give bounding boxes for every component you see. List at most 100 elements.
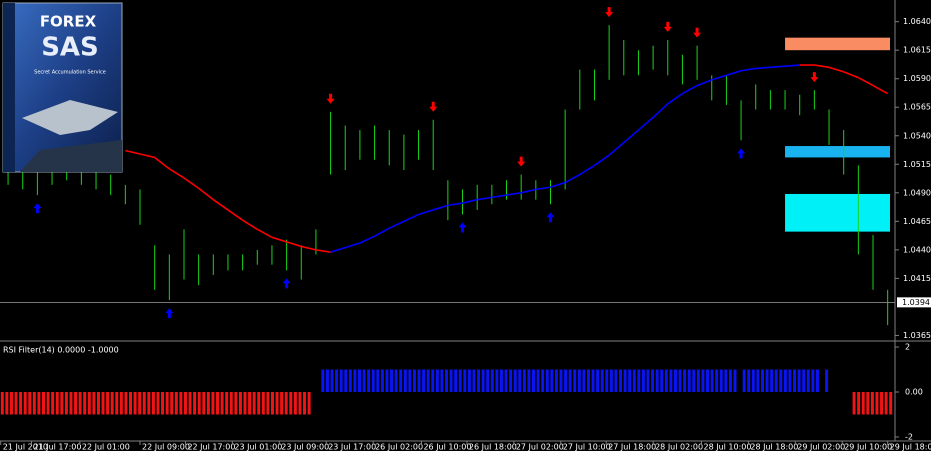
indicator-bar <box>46 392 50 415</box>
indicator-bar <box>0 392 4 415</box>
indicator-bar <box>431 369 435 392</box>
ma-segment <box>520 188 537 194</box>
indicator-bar <box>110 392 114 415</box>
indicator-bar <box>806 369 810 392</box>
indicator-bar <box>788 369 792 392</box>
indicator-bar <box>710 369 714 392</box>
buy-arrow <box>282 278 291 289</box>
indicator-bar <box>724 369 728 392</box>
indicator-bar <box>275 392 279 415</box>
product-image: FOREX SAS Secret Accumulation Service <box>2 2 123 173</box>
indicator-bar <box>527 369 531 392</box>
indicator-bar <box>266 392 270 415</box>
ma-segment <box>550 181 566 188</box>
indicator-bar <box>632 369 636 392</box>
indicator-bar <box>170 392 174 415</box>
indicator-bar <box>156 392 160 415</box>
ma-segment <box>388 220 405 229</box>
indicator-bar <box>330 369 334 392</box>
ma-segment <box>535 186 551 191</box>
indicator-bar <box>664 369 668 392</box>
y-tick-label: 1.0490 <box>903 188 931 197</box>
ma-segment <box>637 116 654 131</box>
ma-segment <box>301 245 317 251</box>
ma-segment <box>462 198 478 204</box>
indicator-bar <box>348 369 352 392</box>
indicator-bar <box>586 369 590 392</box>
buy-arrow <box>737 148 746 159</box>
indicator-bar <box>779 369 783 392</box>
x-tick-label: 29 Jul 18:00 <box>890 443 931 451</box>
jet-shape <box>22 100 118 135</box>
indicator-bar <box>554 369 558 392</box>
y-tick-label: 1.0565 <box>903 103 931 112</box>
x-tick-label: 28 Jul 10:00 <box>703 443 751 451</box>
indicator-bar <box>234 392 238 415</box>
ma-segment <box>477 196 492 201</box>
ma-segment <box>726 69 742 77</box>
indicator-bar <box>238 392 242 415</box>
indicator-bar <box>536 369 540 392</box>
indicator-bar <box>133 392 137 415</box>
ma-segment <box>872 84 889 95</box>
ma-segment <box>447 202 463 207</box>
y-tick-label: 1.0440 <box>903 245 931 254</box>
indicator-bar <box>325 369 329 392</box>
indicator-bar <box>706 369 710 392</box>
indicator-bar <box>303 392 307 415</box>
ma-segment <box>506 192 522 196</box>
sell-arrow <box>663 21 672 32</box>
price-panel: 1.0640 1.0615 1.0590 1.0565 1.0540 1.0515 1.04… <box>0 7 931 451</box>
indicator-bar <box>229 392 233 415</box>
indicator-bar <box>362 369 366 392</box>
indicator-bar <box>106 392 110 415</box>
ma-segment <box>212 199 229 211</box>
indicator-bar <box>477 369 481 392</box>
x-tick-label: 29 Jul 02:00 <box>797 443 845 451</box>
indicator-bar <box>183 392 187 415</box>
zone <box>785 37 890 51</box>
ma-segment <box>770 65 786 69</box>
indicator-bar <box>83 392 87 415</box>
indicator-bar <box>811 369 815 392</box>
indicator-bar <box>793 369 797 392</box>
indicator-bar <box>129 392 133 415</box>
indicator-bar <box>412 369 416 392</box>
indicator-bar <box>353 369 357 392</box>
indicator-bar <box>683 369 687 392</box>
indicator-bar <box>193 392 197 415</box>
indicator-bar <box>147 392 151 415</box>
indicator-bar <box>261 392 265 415</box>
indicator-bar <box>509 369 513 392</box>
indicator-bar <box>490 369 494 392</box>
indicator-bar <box>884 392 888 415</box>
indicator-bar <box>751 369 755 392</box>
indicator-bar <box>307 392 311 415</box>
indicator-bar <box>344 369 348 392</box>
indicator-bar <box>499 369 503 392</box>
indicator-bar <box>69 392 73 415</box>
indicator-bar <box>454 369 458 392</box>
ma-segment <box>843 71 859 79</box>
ma-segment <box>755 66 771 70</box>
brand: FOREX <box>40 13 97 31</box>
indicator-bar <box>467 369 471 392</box>
indicator-bar <box>701 369 705 392</box>
ma-segment <box>271 236 287 243</box>
y-tick-label: 0.00 <box>905 388 923 397</box>
indicator-bar <box>472 369 476 392</box>
buy-arrow <box>165 308 174 319</box>
indicator-bar <box>880 392 884 415</box>
indicator-bar <box>422 369 426 392</box>
last-price-label: 1.0394 <box>902 298 930 307</box>
indicator-bar <box>335 369 339 392</box>
indicator-bar <box>513 369 517 392</box>
indicator-bar <box>692 369 696 392</box>
indicator-bar <box>449 369 453 392</box>
indicator-bar <box>399 369 403 392</box>
indicator-bar <box>55 392 59 415</box>
indicator-bar <box>522 369 526 392</box>
indicator-bar <box>188 392 192 415</box>
indicator-bar <box>564 369 568 392</box>
